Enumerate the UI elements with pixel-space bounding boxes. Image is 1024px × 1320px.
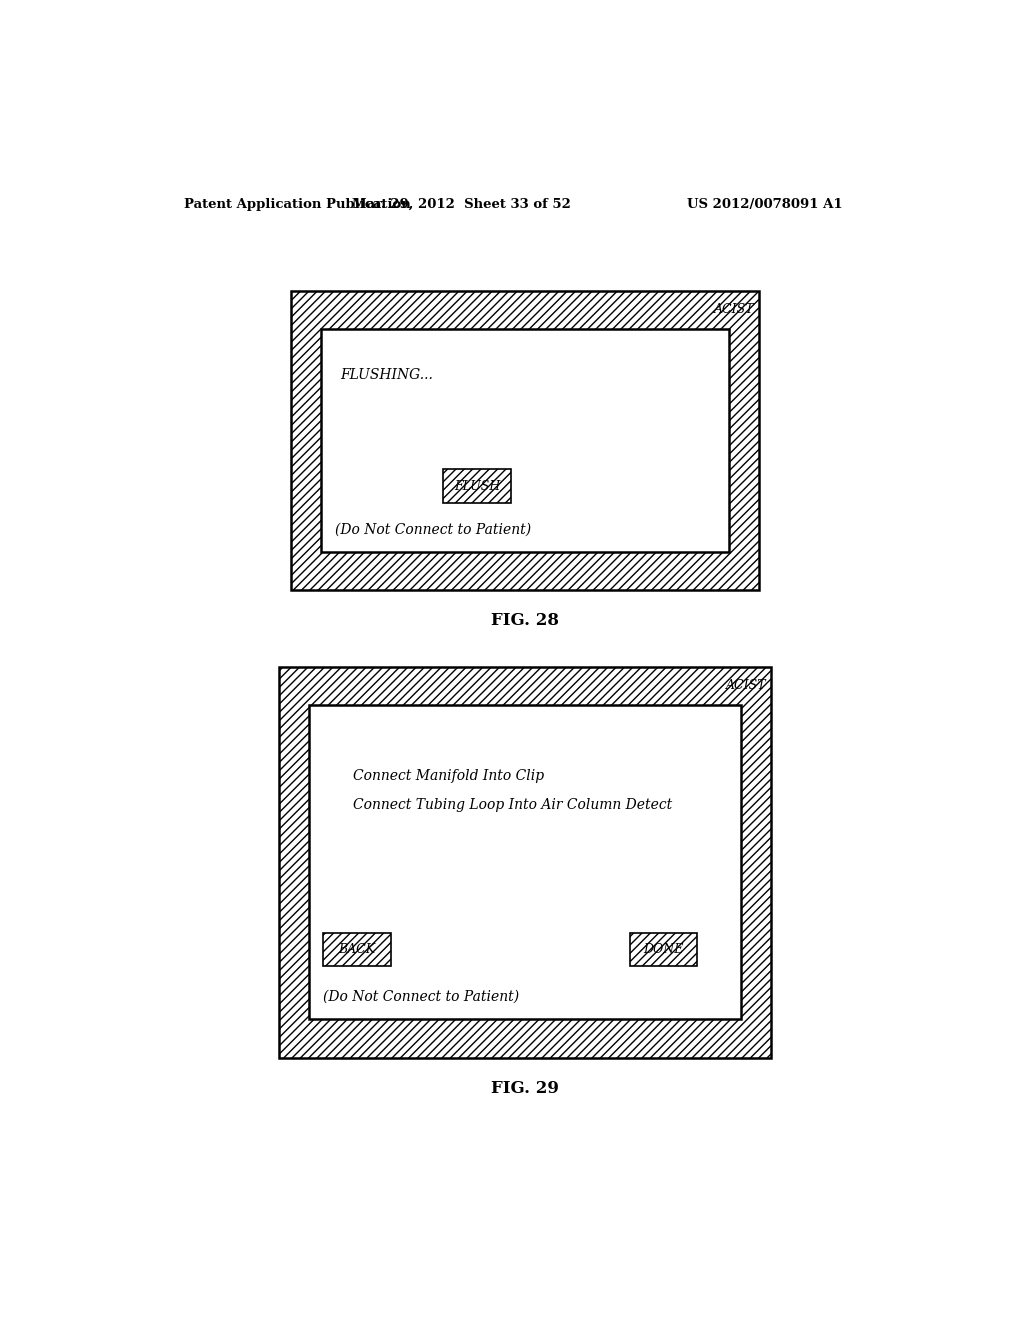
Text: (Do Not Connect to Patient): (Do Not Connect to Patient): [335, 523, 531, 536]
Text: BACK: BACK: [338, 944, 376, 956]
Text: US 2012/0078091 A1: US 2012/0078091 A1: [687, 198, 842, 211]
Bar: [279, 667, 771, 1057]
Text: FLUSH: FLUSH: [454, 479, 500, 492]
Text: Connect Tubing Loop Into Air Column Detect: Connect Tubing Loop Into Air Column Dete…: [352, 797, 672, 812]
Text: Connect Manifold Into Clip: Connect Manifold Into Clip: [352, 770, 544, 783]
Text: FIG. 29: FIG. 29: [490, 1080, 559, 1097]
Bar: [443, 469, 511, 503]
Text: ACIST: ACIST: [726, 680, 766, 693]
Bar: [321, 329, 729, 552]
Text: Mar. 29, 2012  Sheet 33 of 52: Mar. 29, 2012 Sheet 33 of 52: [352, 198, 570, 211]
Text: ACIST: ACIST: [714, 304, 755, 317]
Bar: [630, 933, 697, 966]
Text: Patent Application Publication: Patent Application Publication: [183, 198, 411, 211]
Text: (Do Not Connect to Patient): (Do Not Connect to Patient): [324, 990, 519, 1005]
Bar: [291, 290, 759, 590]
Bar: [309, 705, 740, 1019]
Text: DONE: DONE: [643, 944, 683, 956]
Text: FIG. 28: FIG. 28: [490, 612, 559, 630]
Bar: [324, 933, 391, 966]
Text: FLUSHING...: FLUSHING...: [341, 368, 433, 381]
